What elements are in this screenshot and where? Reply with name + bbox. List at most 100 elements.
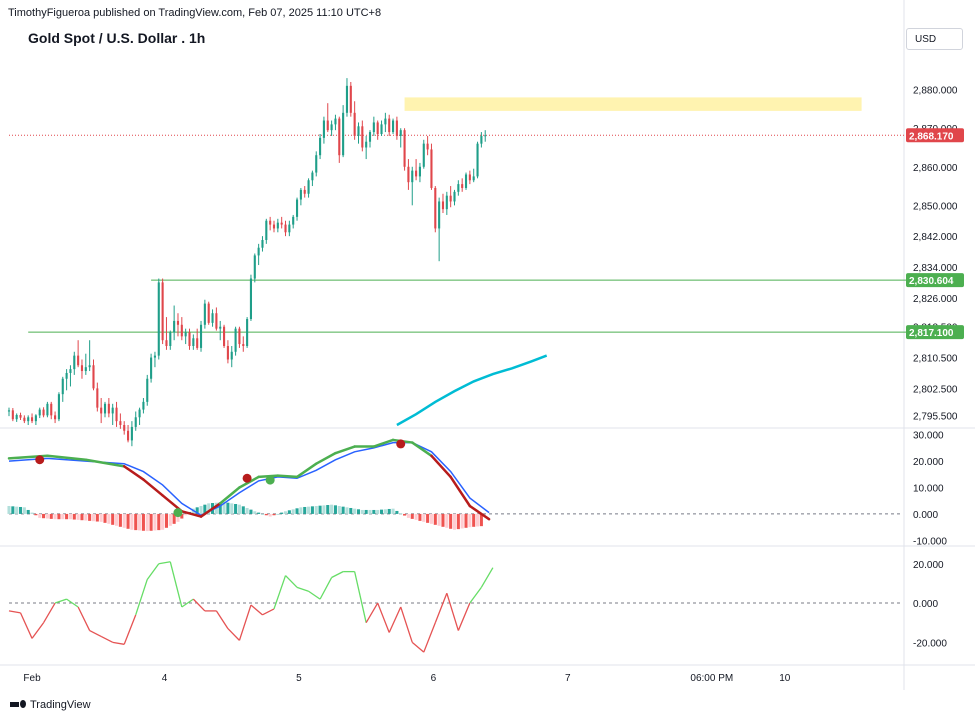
candle-body	[249, 278, 253, 320]
osc2-line	[192, 598, 206, 612]
histogram-bar	[314, 506, 318, 514]
histogram-bar	[414, 513, 418, 520]
histogram-bar	[38, 513, 42, 518]
supply-zone	[404, 97, 862, 111]
candle-body	[307, 180, 310, 194]
cross-marker	[242, 473, 252, 483]
histogram-bar	[268, 513, 272, 517]
histogram-bar	[245, 507, 249, 514]
histogram-bar	[291, 509, 295, 514]
currency-selector[interactable]: USD	[906, 28, 963, 50]
histogram-bar	[376, 509, 380, 514]
histogram-bar	[218, 502, 222, 514]
candle-body	[238, 328, 241, 345]
histogram-bar	[195, 507, 199, 514]
candle-body	[269, 220, 272, 225]
candle-body	[441, 201, 445, 210]
candle-body	[365, 141, 368, 148]
histogram-bar	[157, 513, 161, 531]
histogram-bar	[476, 513, 480, 527]
candle-body	[257, 247, 260, 256]
histogram-bar	[456, 513, 460, 530]
candle-body	[107, 403, 110, 414]
osc2-line	[135, 579, 148, 616]
histogram-bar	[103, 513, 107, 523]
candle-body	[315, 155, 318, 173]
candle-body	[292, 216, 295, 225]
candle-body	[445, 195, 448, 210]
osc2-line	[400, 606, 413, 643]
candle-body	[372, 122, 375, 133]
candle-body	[434, 187, 437, 229]
candle-body	[134, 417, 137, 427]
cross-marker	[173, 508, 183, 518]
candle-body	[173, 320, 176, 333]
cross-marker	[265, 475, 275, 485]
candle-body	[50, 403, 53, 416]
osc2-line	[100, 635, 113, 643]
candle-body	[207, 303, 210, 323]
osc2-line	[262, 608, 275, 616]
candle-body	[27, 417, 30, 422]
histogram-bar	[91, 513, 96, 522]
candle-body	[422, 143, 425, 167]
candle-body	[80, 365, 84, 372]
osc2-line	[296, 586, 309, 592]
osc2-tick-label: -20.000	[913, 638, 947, 649]
candle-body	[38, 409, 41, 416]
x-tick-label: Feb	[23, 673, 41, 684]
histogram-bar	[249, 509, 253, 514]
histogram-bar	[207, 503, 211, 514]
histogram-bar	[330, 504, 334, 514]
candle-body	[146, 378, 149, 402]
histogram-bar	[387, 508, 391, 514]
candle-body	[311, 172, 314, 181]
candle-body	[30, 417, 34, 422]
macd-line	[46, 454, 88, 461]
candle-body	[353, 112, 356, 136]
histogram-bar	[318, 505, 322, 514]
histogram-bar	[22, 507, 26, 514]
osc1-tick-label: -10.000	[913, 536, 947, 547]
candle-body	[96, 388, 99, 408]
candle-body	[415, 170, 418, 177]
osc2-line	[331, 571, 344, 579]
histogram-bar	[364, 509, 368, 514]
histogram-bar	[437, 513, 441, 526]
osc2-line	[54, 598, 67, 604]
histogram-bar	[399, 513, 403, 515]
histogram-bar	[460, 513, 464, 529]
histogram-bar	[472, 513, 476, 527]
candle-body	[476, 143, 479, 177]
candle-body	[376, 122, 379, 135]
osc1-tick-label: 20.000	[913, 457, 944, 468]
candle-body	[468, 174, 471, 181]
candle-body	[407, 166, 410, 183]
histogram-bar	[161, 513, 165, 530]
histogram-bar	[49, 513, 53, 519]
histogram-bar	[226, 502, 230, 514]
candle-body	[196, 338, 199, 348]
histogram-bar	[184, 513, 188, 516]
histogram-bar	[322, 505, 326, 514]
histogram-bar	[153, 513, 157, 531]
tradingview-logo[interactable]: TradingView	[10, 699, 91, 711]
candle-body	[161, 282, 164, 341]
candle-body	[180, 324, 183, 337]
histogram-bar	[199, 506, 203, 514]
osc2-line	[388, 606, 402, 633]
cross-marker	[396, 439, 406, 449]
candle-body	[111, 407, 114, 414]
osc2-line	[123, 614, 137, 645]
osc2-line	[31, 622, 45, 639]
histogram-bar	[30, 512, 34, 514]
symbol-title[interactable]: Gold Spot / U.S. Dollar . 1h	[28, 30, 206, 46]
candle-body	[153, 355, 156, 358]
histogram-bar	[18, 506, 23, 514]
histogram-bar	[234, 504, 238, 514]
macd-line	[199, 502, 222, 518]
publisher-line: TimothyFigueroa published on TradingView…	[8, 7, 382, 19]
histogram-bar	[176, 513, 180, 522]
histogram-bar	[26, 509, 30, 514]
